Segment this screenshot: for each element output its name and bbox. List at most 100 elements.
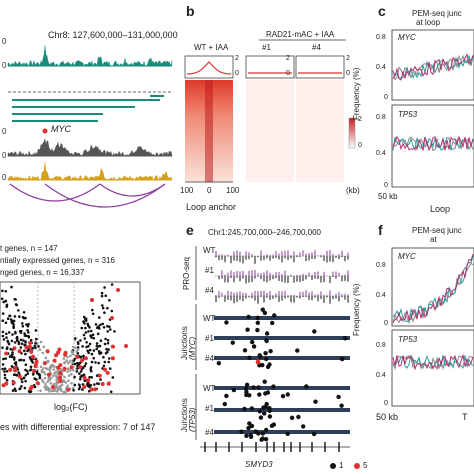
junction-dot [263, 351, 268, 356]
volcano-point [49, 368, 52, 371]
volcano-point [6, 339, 9, 343]
volcano-point [55, 390, 59, 393]
volcano-point [1, 367, 4, 371]
panel-e-row-label: WT [203, 314, 216, 323]
series-line [392, 353, 474, 371]
volcano-point [44, 382, 47, 386]
panel-b-scale-max: 2 [346, 55, 350, 62]
volcano-point [22, 376, 26, 380]
volcano-point [89, 384, 93, 387]
junction-dot [249, 406, 254, 411]
panel-e-row-label: #1 [205, 404, 214, 413]
volcano-point [103, 311, 106, 315]
panel-a-tick: 0 [2, 127, 7, 136]
junction-dot [246, 314, 251, 320]
volcano-point-highlight [83, 356, 88, 361]
volcano-point-highlight [12, 346, 17, 351]
junction-dot [264, 338, 269, 344]
panel-b-heatmap-4 [296, 80, 344, 182]
volcano-point [71, 368, 75, 372]
junction-row-bar [214, 408, 350, 412]
volcano-point [106, 306, 109, 310]
volcano-point [2, 300, 5, 304]
volcano-point [82, 354, 85, 358]
volcano-point [20, 342, 24, 346]
volcano-point [38, 374, 42, 378]
volcano-point [12, 319, 15, 323]
junction-dot [296, 414, 301, 420]
junction-dot [285, 392, 290, 397]
junction-dot [269, 423, 275, 428]
volcano-point [90, 376, 93, 379]
junction-dot [260, 436, 265, 441]
panel-b-letter: b [186, 3, 195, 19]
volcano-point [110, 309, 114, 313]
junction-dot [271, 384, 276, 389]
volcano-point [108, 367, 112, 370]
volcano-point [48, 387, 51, 391]
junction-dot [251, 385, 256, 390]
volcano-point [84, 326, 87, 330]
signal-area [7, 138, 173, 157]
panel-e-proseq-tracks [214, 250, 350, 304]
volcano-point [83, 379, 86, 383]
volcano-point [103, 360, 107, 364]
volcano-point [99, 378, 102, 381]
volcano-point [39, 340, 43, 344]
volcano-point [84, 331, 88, 334]
volcano-point [5, 305, 9, 308]
junction-dot [242, 348, 248, 353]
volcano-point-highlight [51, 385, 55, 389]
volcano-point [29, 365, 33, 369]
volcano-point-highlight [89, 387, 94, 392]
volcano-point [20, 380, 24, 384]
volcano-point [12, 358, 16, 361]
junction-dot-highlight [255, 359, 261, 365]
volcano-point [84, 362, 88, 365]
volcano-point [4, 299, 8, 303]
volcano-point-highlight [82, 376, 87, 380]
volcano-point [102, 355, 105, 359]
volcano-point [105, 347, 108, 351]
volcano-point [10, 339, 14, 343]
volcano-point [106, 330, 109, 333]
volcano-point [63, 361, 66, 365]
volcano-point [34, 346, 37, 350]
panel-b-heatmap-1 [246, 80, 294, 182]
volcano-point [99, 339, 103, 343]
volcano-point [24, 368, 27, 372]
junction-dot [264, 356, 269, 362]
junction-dot [343, 336, 348, 341]
volcano-point [7, 331, 11, 334]
panel-e-row-label: WT [203, 384, 216, 393]
volcano-point-highlight [32, 368, 37, 373]
volcano-point [26, 372, 30, 375]
junction-dot [242, 406, 247, 412]
volcano-point [43, 372, 47, 376]
panel-e-row-label: #1 [205, 334, 214, 343]
junction-dot [245, 327, 250, 332]
volcano-point [73, 357, 76, 361]
volcano-point [85, 345, 88, 349]
volcano-point [14, 298, 17, 301]
panel-f-title-1: PEM-seq junc [412, 226, 462, 235]
volcano-point [10, 285, 13, 289]
volcano-point-highlight [100, 382, 105, 386]
junction-dot [285, 431, 290, 436]
volcano-point-highlight [105, 370, 110, 375]
volcano-point [24, 316, 27, 320]
volcano-point [22, 359, 26, 362]
volcano-point [5, 336, 8, 339]
panel-b-x-right: 100 [226, 186, 240, 195]
junction-dot [262, 310, 268, 316]
volcano-point [11, 351, 14, 354]
junction-row-bar [214, 316, 350, 320]
panel-b-xlabel: Loop anchor [186, 202, 237, 212]
panel-c-letter: c [378, 3, 386, 19]
volcano-point [31, 361, 34, 364]
junction-dot [224, 320, 229, 325]
volcano-point [20, 378, 23, 381]
volcano-point [53, 372, 56, 375]
